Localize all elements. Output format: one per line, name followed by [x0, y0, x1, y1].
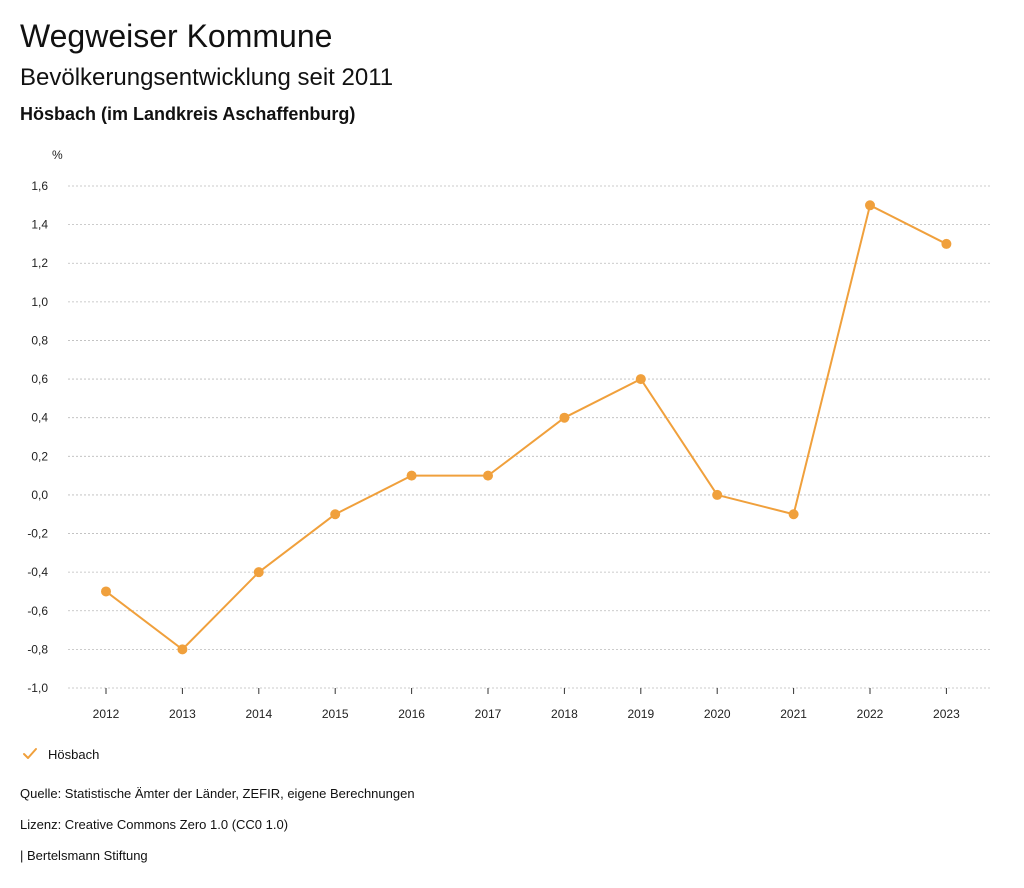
x-tick-label: 2015	[322, 707, 349, 721]
data-point[interactable]	[253, 567, 264, 578]
x-tick-label: 2012	[93, 707, 120, 721]
y-tick-label: 1,6	[31, 179, 48, 193]
x-tick-label: 2020	[704, 707, 731, 721]
checkmark-icon	[23, 748, 37, 759]
x-tick-label: 2021	[780, 707, 807, 721]
data-point[interactable]	[483, 470, 493, 481]
legend-item-label: Hösbach	[48, 746, 100, 762]
y-tick-label: 0,2	[31, 449, 48, 463]
y-axis-unit: %	[52, 148, 63, 162]
series-hoesbach	[101, 200, 952, 655]
grid-lines	[68, 185, 990, 689]
y-tick-label: 0,4	[31, 411, 48, 425]
y-tick-label: -1,0	[27, 681, 48, 695]
data-point[interactable]	[865, 200, 875, 211]
y-axis-ticks: 1,6 1,4 1,2 1,0 0,8 0,6 0,4 0,2 0,0 -0,2 -0,4 -0,6 -…	[27, 179, 48, 695]
chart-subtitle: Bevölkerungsentwicklung seit 2011	[20, 64, 394, 91]
publisher-note: | Bertelsmann Stiftung	[20, 848, 148, 863]
data-point[interactable]	[712, 489, 723, 500]
x-tick-label: 2019	[627, 707, 654, 721]
legend[interactable]: Hösbach	[22, 746, 99, 762]
y-tick-label: -0,8	[27, 642, 48, 656]
x-tick-label: 2023	[933, 707, 960, 721]
data-point[interactable]	[101, 586, 111, 597]
data-point[interactable]	[941, 238, 952, 249]
series-line	[105, 204, 947, 651]
x-tick-label: 2016	[398, 707, 425, 721]
x-tick-label: 2017	[475, 707, 502, 721]
y-tick-label: 1,2	[31, 256, 48, 270]
data-point[interactable]	[788, 509, 799, 520]
region-label: Hösbach (im Landkreis Aschaffenburg)	[20, 104, 356, 124]
page-title: Wegweiser Kommune	[20, 18, 333, 54]
x-tick-label: 2013	[169, 707, 196, 721]
line-chart: % 1,6 1,4 1,2 1,0 0,8 0,6 0,4 0,2 0,0 -0,2 -0,4 -0,…	[27, 148, 990, 721]
x-tick-label: 2022	[857, 707, 884, 721]
data-point[interactable]	[177, 644, 188, 655]
data-point[interactable]	[635, 374, 646, 385]
y-tick-label: 0,6	[31, 372, 48, 386]
y-tick-label: -0,4	[27, 565, 48, 579]
x-tick-label: 2014	[245, 707, 272, 721]
license-note: Lizenz: Creative Commons Zero 1.0 (CC0 1…	[20, 817, 289, 832]
y-tick-label: -0,6	[27, 604, 48, 618]
data-point[interactable]	[559, 412, 570, 423]
y-tick-label: 1,0	[31, 295, 48, 309]
source-note: Quelle: Statistische Ämter der Länder, Z…	[20, 786, 415, 801]
y-tick-label: 0,0	[31, 488, 48, 502]
x-tick-label: 2018	[551, 707, 578, 721]
y-tick-label: 1,4	[31, 218, 48, 232]
y-tick-label: 0,8	[31, 333, 48, 347]
data-point[interactable]	[406, 470, 417, 481]
x-axis-ticks: 2012 2013 2014 2015 2016 2017 2018 2019 2020 2021…	[93, 688, 960, 721]
y-tick-label: -0,2	[27, 527, 48, 541]
data-point[interactable]	[330, 509, 341, 520]
